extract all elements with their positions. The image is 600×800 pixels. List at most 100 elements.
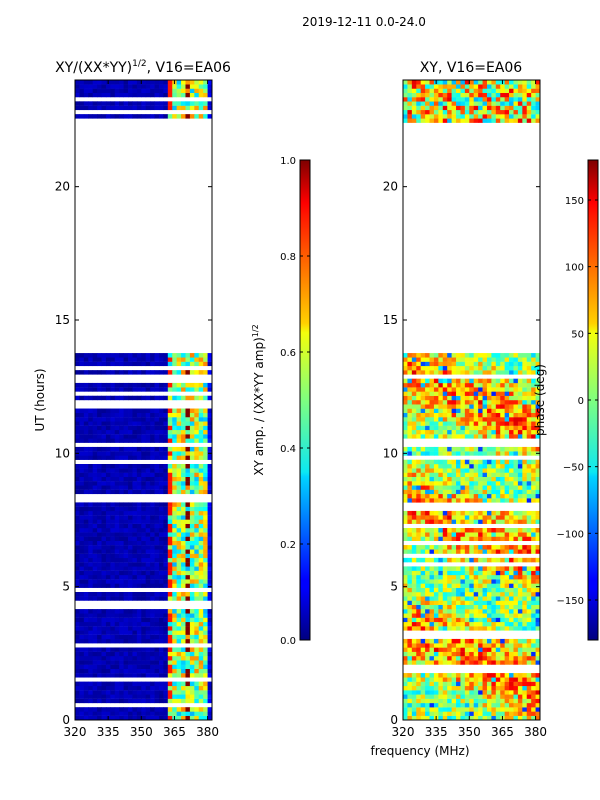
heatmap-cell xyxy=(75,634,80,640)
heatmap-cell xyxy=(136,592,142,597)
heatmap-cell xyxy=(420,114,426,119)
heatmap-cell xyxy=(451,498,457,503)
heatmap-cell xyxy=(75,621,80,627)
heatmap-cell xyxy=(176,468,182,473)
heatmap-cell xyxy=(141,626,147,631)
heatmap-cell xyxy=(425,365,430,371)
heatmap-cell xyxy=(535,446,541,452)
heatmap-cell xyxy=(433,707,439,712)
heatmap-cell xyxy=(136,451,142,456)
heatmap-cell xyxy=(513,613,519,618)
heatmap-cell xyxy=(491,88,497,93)
heatmap-cell xyxy=(123,711,129,716)
heatmap-cell xyxy=(531,446,536,452)
heatmap-cell xyxy=(105,553,111,559)
heatmap-cell xyxy=(110,519,116,524)
heatmap-cell xyxy=(425,109,430,115)
heatmap-cell xyxy=(451,417,457,422)
heatmap-cell xyxy=(486,400,492,405)
heatmap-cell xyxy=(189,545,195,550)
heatmap-cell xyxy=(198,395,204,401)
heatmap-cell xyxy=(145,485,151,490)
heatmap-cell xyxy=(114,626,120,631)
heatmap-cell xyxy=(128,711,133,716)
heatmap-cell xyxy=(451,711,457,716)
heatmap-cell xyxy=(447,468,453,473)
heatmap-cell xyxy=(447,92,453,98)
heatmap-cell xyxy=(438,600,444,605)
heatmap-cell xyxy=(114,536,120,541)
heatmap-cell xyxy=(526,715,532,721)
heatmap-cell xyxy=(451,690,457,695)
heatmap-cell xyxy=(504,109,510,115)
heatmap-cell xyxy=(92,690,98,695)
heatmap-cell xyxy=(150,515,155,520)
heatmap-cell xyxy=(451,702,457,708)
heatmap-cell xyxy=(97,438,102,443)
heatmap-cell xyxy=(416,510,422,516)
heatmap-cell xyxy=(101,114,107,119)
heatmap-cell xyxy=(411,515,417,520)
heatmap-cell xyxy=(478,464,483,469)
heatmap-cell xyxy=(473,690,479,695)
heatmap-cell xyxy=(491,621,497,627)
heatmap-cell xyxy=(526,493,532,499)
heatmap-cell xyxy=(185,412,191,418)
heatmap-cell xyxy=(189,412,195,418)
heatmap-cell xyxy=(420,660,426,665)
heatmap-cell xyxy=(486,515,492,520)
heatmap-cell xyxy=(460,498,466,503)
heatmap-cell xyxy=(433,353,439,358)
heatmap-cell xyxy=(486,472,492,477)
heatmap-cell xyxy=(451,681,457,687)
heatmap-cell xyxy=(150,711,155,716)
heatmap-cell xyxy=(114,660,120,665)
heatmap-cell xyxy=(526,481,532,486)
heatmap-cell xyxy=(517,557,523,563)
heatmap-cell xyxy=(194,382,200,388)
heatmap-cell xyxy=(411,566,417,571)
heatmap-cell xyxy=(158,579,164,584)
heatmap-cell xyxy=(531,395,536,401)
heatmap-cell xyxy=(203,707,208,712)
heatmap-cell xyxy=(469,101,475,106)
heatmap-cell xyxy=(473,101,479,106)
heatmap-cell xyxy=(473,651,479,657)
heatmap-cell xyxy=(114,715,120,721)
heatmap-cell xyxy=(185,101,191,106)
heatmap-cell xyxy=(478,387,483,392)
heatmap-cell xyxy=(110,472,116,477)
heatmap-cell xyxy=(207,523,213,529)
heatmap-cell xyxy=(114,506,120,512)
heatmap-cell xyxy=(97,395,102,401)
heatmap-cell xyxy=(132,382,138,388)
heatmap-cell xyxy=(438,425,444,431)
heatmap-cell xyxy=(491,698,497,704)
heatmap-cell xyxy=(189,579,195,584)
heatmap-cell xyxy=(128,485,133,490)
heatmap-cell xyxy=(158,690,164,695)
heatmap-cell xyxy=(163,506,169,512)
heatmap-cell xyxy=(535,489,541,495)
heatmap-cell xyxy=(442,592,448,597)
heatmap-cell xyxy=(403,80,408,85)
heatmap-cell xyxy=(526,647,532,652)
heatmap-cell xyxy=(425,434,430,439)
heatmap-cell xyxy=(469,118,475,123)
heatmap-cell xyxy=(128,434,133,439)
heatmap-cell xyxy=(97,506,102,512)
heatmap-cell xyxy=(88,353,94,358)
heatmap-cell xyxy=(433,549,439,554)
heatmap-cell xyxy=(491,387,497,392)
heatmap-cell xyxy=(433,489,439,495)
heatmap-cell xyxy=(464,694,470,699)
heatmap-cell xyxy=(163,523,169,529)
heatmap-cell xyxy=(469,489,475,495)
heatmap-cell xyxy=(132,579,138,584)
heatmap-cell xyxy=(403,109,408,115)
heatmap-cell xyxy=(526,459,532,465)
heatmap-cell xyxy=(158,438,164,443)
heatmap-cell xyxy=(189,510,195,516)
heatmap-cell xyxy=(425,592,430,597)
heatmap-cell xyxy=(145,566,151,571)
